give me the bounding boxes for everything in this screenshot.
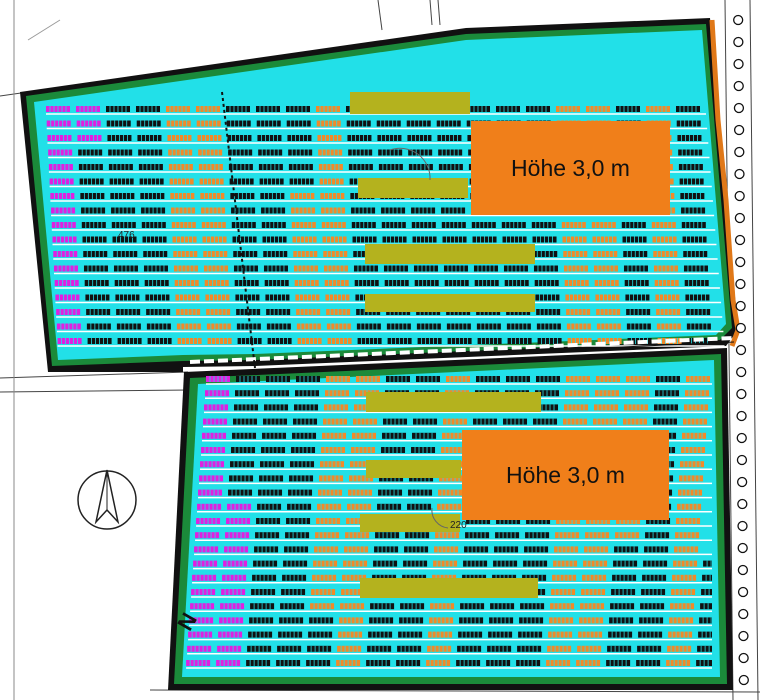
pv-module-block (701, 589, 712, 595)
boundary-post (734, 212, 746, 224)
boundary-post (736, 410, 747, 422)
contour-arc-north (389, 147, 431, 181)
boundary-post (733, 102, 745, 114)
olive-bands (350, 92, 541, 598)
boundary-post (737, 564, 749, 576)
boundary-post (736, 454, 748, 466)
height-label-north: Höhe 3,0 m (471, 121, 670, 215)
internal-road (189, 336, 735, 364)
boundary-post (735, 322, 746, 334)
pv-module-block (698, 631, 712, 638)
contour-arc-south (431, 507, 449, 529)
boundary-post (736, 366, 747, 378)
boundary-post (737, 542, 748, 554)
boundary-post (733, 36, 744, 48)
cable-route (221, 91, 256, 369)
boundary-post (733, 58, 744, 70)
boundary-post (738, 674, 749, 686)
boundary-post (734, 146, 745, 158)
pv-module-block (700, 603, 712, 610)
pv-module-block (702, 574, 712, 581)
boundary-post (736, 388, 747, 400)
pv-module-block (699, 617, 712, 624)
boundary-post (736, 432, 747, 444)
boundary-post (735, 278, 746, 290)
boundary-post (733, 80, 744, 92)
boundary-post (734, 168, 745, 180)
boundary-post (737, 520, 748, 532)
pv-module-block (697, 645, 712, 652)
boundary-post (735, 300, 746, 312)
east-boundary-posts (733, 14, 749, 686)
internal-road-edge (189, 341, 735, 367)
boundary-post (738, 608, 749, 620)
boundary-post (738, 630, 749, 642)
east-drainage-line (709, 19, 741, 347)
boundary-post (737, 498, 748, 510)
boundary-post (734, 234, 746, 246)
height-label-south: Höhe 3,0 m (462, 430, 669, 520)
boundary-post (735, 344, 747, 356)
north-arrow (77, 469, 137, 530)
boundary-post (733, 14, 744, 26)
boundary-post (738, 652, 749, 664)
boundary-post (735, 256, 746, 268)
boundary-post (736, 476, 748, 488)
boundary-post (737, 586, 749, 598)
elevation-mark-south: 220 (450, 520, 467, 531)
boundary-post (734, 190, 745, 202)
pv-module-block (703, 560, 712, 567)
boundary-post (733, 124, 745, 136)
elevation-mark-north: 476 (118, 230, 135, 241)
